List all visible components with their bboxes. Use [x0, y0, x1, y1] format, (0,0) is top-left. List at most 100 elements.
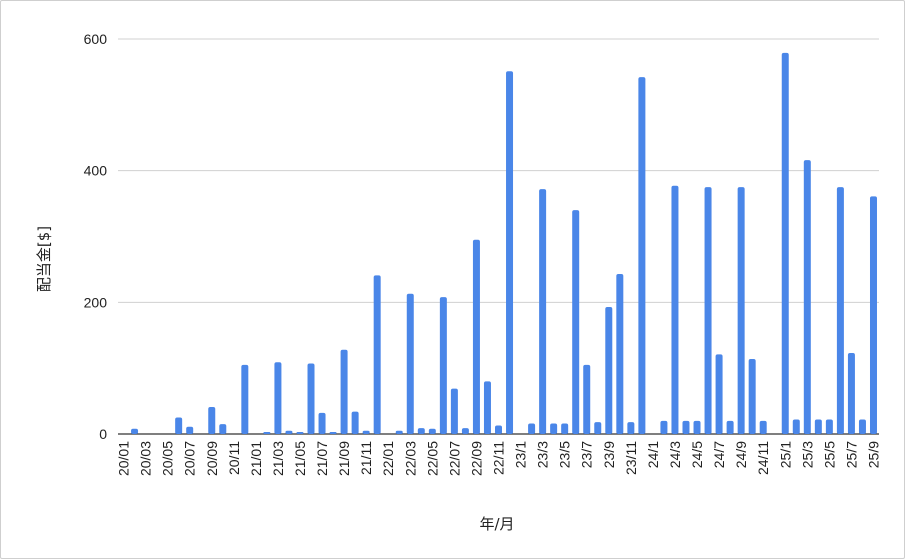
x-tick-label: 25/7 — [843, 441, 859, 468]
bar-25-5 — [825, 419, 833, 434]
bar-20-07 — [186, 426, 194, 434]
bar-24-5 — [693, 420, 701, 434]
bar-23-3 — [539, 189, 547, 434]
bar-25-7 — [847, 353, 855, 434]
bar-21-08 — [329, 432, 337, 434]
bar-23-9 — [605, 306, 613, 434]
bar-23-7 — [583, 364, 591, 435]
bar-24-10 — [748, 358, 756, 434]
x-tick-label: 25/9 — [865, 441, 881, 468]
bar-24-3 — [671, 185, 679, 434]
x-tick-label: 20/07 — [182, 441, 198, 476]
bar-24-8 — [726, 420, 734, 434]
x-tick-label: 22/01 — [380, 441, 396, 476]
x-tick-label: 25/5 — [821, 441, 837, 468]
bar-23-8 — [594, 422, 602, 434]
x-tick-labels: 20/01 20/03 20/05 20/07 20/09 20/11 21/01 21/03… — [116, 441, 882, 476]
x-tick-label: 23/11 — [623, 441, 639, 475]
bars — [131, 52, 877, 435]
bar-24-11 — [759, 420, 767, 434]
x-tick-label: 21/01 — [248, 441, 264, 476]
y-tick-label: 200 — [84, 294, 108, 310]
x-tick-label: 22/09 — [468, 441, 484, 476]
bar-25-6 — [836, 187, 844, 435]
bar-24-7 — [715, 354, 723, 434]
bar-23-6 — [572, 210, 580, 434]
x-tick-label: 20/03 — [138, 441, 154, 476]
bar-21-07 — [318, 412, 326, 434]
bar-25-3 — [803, 160, 811, 434]
bar-25-1 — [781, 52, 789, 434]
bar-20-02 — [131, 428, 139, 434]
x-tick-label: 20/11 — [226, 441, 242, 475]
bar-25-8 — [858, 419, 866, 434]
x-tick-label: 24/3 — [667, 441, 683, 468]
y-axis-title: 配当金[$] — [35, 226, 53, 292]
x-tick-label: 23/3 — [535, 441, 551, 468]
x-tick-label: 21/03 — [270, 441, 286, 476]
x-tick-label: 20/01 — [116, 441, 132, 476]
x-tick-label: 24/9 — [733, 441, 749, 468]
x-tick-label: 21/05 — [292, 441, 308, 476]
bar-22-10 — [483, 381, 491, 434]
x-tick-label: 23/1 — [513, 441, 529, 468]
x-tick-label: 23/9 — [601, 441, 617, 468]
x-tick-label: 20/05 — [160, 441, 176, 476]
x-tick-label: 20/09 — [204, 441, 220, 476]
bar-22-12 — [506, 71, 514, 434]
bar-20-09 — [208, 407, 216, 434]
x-tick-label: 22/03 — [402, 441, 418, 476]
bar-21-05 — [296, 432, 304, 434]
x-tick-label: 23/5 — [557, 441, 573, 468]
bar-21-02 — [263, 432, 271, 434]
bar-22-11 — [495, 425, 502, 434]
bar-24-9 — [737, 187, 745, 435]
x-tick-label: 22/05 — [424, 441, 440, 476]
gridlines — [118, 38, 879, 435]
bar-24-6 — [704, 187, 712, 435]
bar-20-12 — [241, 364, 249, 435]
bar-25-9 — [869, 196, 877, 434]
bar-21-09 — [340, 349, 348, 434]
bar-23-5 — [561, 423, 569, 434]
bar-23-4 — [550, 423, 558, 434]
bar-23-10 — [616, 274, 624, 434]
bar-21-11 — [362, 430, 370, 434]
bar-24-2 — [660, 420, 668, 434]
bar-22-05 — [428, 428, 436, 434]
bar-25-2 — [792, 419, 800, 434]
x-tick-label: 23/7 — [579, 441, 595, 468]
bar-22-09 — [472, 239, 480, 434]
x-tick-label: 25/3 — [799, 441, 815, 468]
bar-23-12 — [638, 77, 646, 435]
bar-21-06 — [307, 363, 315, 434]
x-tick-label: 25/1 — [777, 441, 793, 468]
x-tick-label: 24/1 — [645, 441, 661, 468]
x-tick-label: 21/07 — [314, 441, 330, 476]
bar-23-11 — [627, 422, 635, 434]
bar-22-03 — [406, 293, 414, 434]
x-tick-label: 24/7 — [711, 441, 727, 468]
bar-21-04 — [285, 430, 293, 434]
bar-22-06 — [439, 297, 447, 434]
bar-21-10 — [351, 411, 359, 434]
x-tick-label: 24/5 — [689, 441, 705, 468]
bar-25-4 — [814, 419, 822, 434]
x-tick-label: 21/11 — [358, 441, 374, 475]
x-tick-label: 21/09 — [336, 441, 352, 476]
x-tick-label: 22/07 — [446, 441, 462, 476]
y-tick-labels: 0 200 400 600 — [84, 31, 108, 442]
bar-23-2 — [528, 423, 536, 434]
bar-22-04 — [417, 428, 425, 434]
x-tick-label: 22/11 — [491, 441, 507, 475]
bar-24-4 — [682, 420, 690, 434]
bar-22-07 — [450, 388, 458, 434]
bar-22-02 — [395, 430, 403, 434]
y-tick-label: 600 — [84, 31, 108, 47]
y-tick-label: 400 — [84, 163, 108, 179]
bar-21-03 — [274, 362, 282, 434]
y-tick-label: 0 — [99, 426, 107, 442]
bar-20-10 — [219, 424, 227, 435]
